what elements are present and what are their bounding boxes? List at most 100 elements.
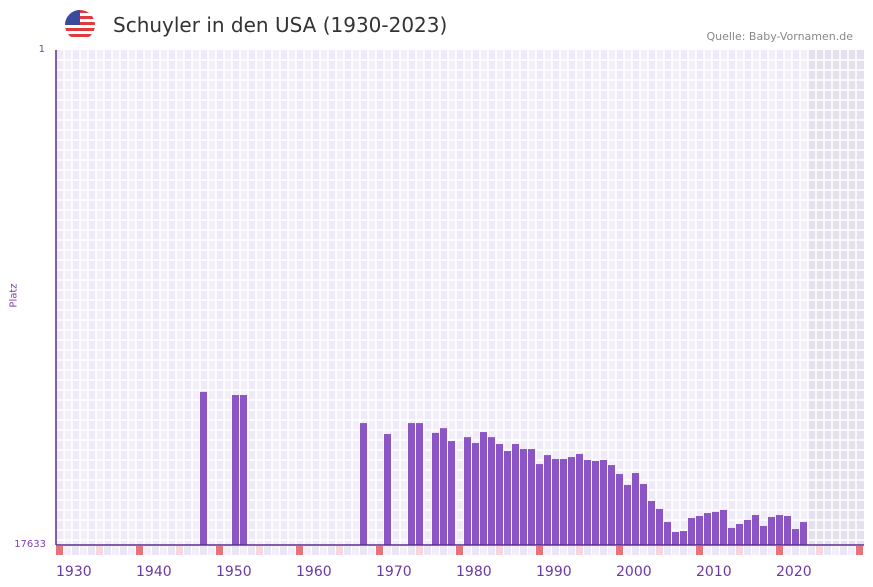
bar-1975 bbox=[416, 423, 423, 545]
year-marker-2017 bbox=[752, 546, 759, 555]
year-marker-1956 bbox=[264, 546, 271, 555]
bar-1952 bbox=[232, 395, 239, 545]
year-marker-2029 bbox=[848, 546, 855, 555]
grid-column bbox=[720, 50, 728, 545]
bar-1978 bbox=[440, 428, 447, 545]
year-marker-1962 bbox=[312, 546, 319, 555]
grid-column bbox=[736, 50, 744, 545]
grid-column bbox=[640, 50, 648, 545]
chart-title: Schuyler in den USA (1930-2023) bbox=[113, 13, 448, 37]
bar-2010 bbox=[696, 515, 703, 545]
grid-column bbox=[160, 50, 168, 545]
year-marker-1963 bbox=[320, 546, 327, 555]
year-marker-1939 bbox=[128, 546, 135, 555]
year-marker-2019 bbox=[768, 546, 775, 555]
year-marker-1993 bbox=[560, 546, 567, 555]
year-marker-1941 bbox=[144, 546, 151, 555]
year-marker-1975 bbox=[416, 546, 423, 555]
grid-column bbox=[528, 50, 536, 545]
grid-column bbox=[192, 50, 200, 545]
year-marker-1949 bbox=[208, 546, 215, 555]
grid-column bbox=[800, 50, 808, 545]
grid-column bbox=[64, 50, 72, 545]
bar-2005 bbox=[656, 508, 663, 545]
grid-column bbox=[752, 50, 760, 545]
grid-column bbox=[704, 50, 712, 545]
year-marker-1985 bbox=[496, 546, 503, 555]
year-marker-1931 bbox=[64, 546, 71, 555]
grid-column bbox=[512, 50, 520, 545]
bar-1994 bbox=[568, 457, 575, 545]
year-marker-2025 bbox=[816, 546, 823, 555]
bar-1982 bbox=[472, 443, 479, 545]
y-tick-top: 1 bbox=[38, 44, 45, 55]
year-marker-2007 bbox=[672, 546, 679, 555]
bar-1999 bbox=[608, 465, 615, 545]
bar-1991 bbox=[544, 455, 551, 545]
bar-1971 bbox=[384, 434, 391, 545]
year-marker-1966 bbox=[344, 546, 351, 555]
bar-2008 bbox=[680, 531, 687, 545]
grid-column bbox=[624, 50, 632, 545]
year-marker-1997 bbox=[592, 546, 599, 555]
bar-1997 bbox=[592, 460, 599, 545]
grid-column bbox=[480, 50, 488, 545]
bar-1988 bbox=[520, 449, 527, 545]
bar-1948 bbox=[200, 391, 207, 545]
bar-2011 bbox=[704, 513, 711, 545]
x-tick-label: 1940 bbox=[136, 564, 172, 580]
us-flag-icon bbox=[65, 10, 95, 40]
bar-2001 bbox=[624, 484, 631, 545]
year-marker-2012 bbox=[712, 546, 719, 555]
bar-2002 bbox=[632, 473, 639, 545]
year-marker-2009 bbox=[688, 546, 695, 555]
year-marker-1934 bbox=[88, 546, 95, 555]
grid-column bbox=[176, 50, 184, 545]
grid-column bbox=[96, 50, 104, 545]
bar-1981 bbox=[464, 437, 471, 545]
bar-1977 bbox=[432, 432, 439, 545]
year-marker-2018 bbox=[760, 546, 767, 555]
year-marker-1957 bbox=[272, 546, 279, 555]
bar-2018 bbox=[760, 525, 767, 545]
grid-column bbox=[352, 50, 360, 545]
year-marker-2010 bbox=[696, 546, 703, 555]
year-marker-2011 bbox=[704, 546, 711, 555]
grid-column bbox=[416, 50, 424, 545]
source-link[interactable]: Quelle: Baby-Vornamen.de bbox=[706, 30, 853, 43]
year-marker-1969 bbox=[368, 546, 375, 555]
year-marker-1955 bbox=[256, 546, 263, 555]
bar-1992 bbox=[552, 459, 559, 545]
year-marker-1990 bbox=[536, 546, 543, 555]
year-marker-1935 bbox=[96, 546, 103, 555]
year-marker-1950 bbox=[216, 546, 223, 555]
year-marker-2002 bbox=[632, 546, 639, 555]
year-marker-1952 bbox=[232, 546, 239, 555]
year-marker-1967 bbox=[352, 546, 359, 555]
grid-column bbox=[496, 50, 504, 545]
grid-column bbox=[336, 50, 344, 545]
bar-2015 bbox=[736, 524, 743, 545]
future-region bbox=[808, 50, 864, 545]
bar-2006 bbox=[664, 522, 671, 545]
x-tick-label: 1990 bbox=[536, 564, 572, 580]
year-marker-1989 bbox=[528, 546, 535, 555]
grid-column bbox=[224, 50, 232, 545]
year-marker-1979 bbox=[448, 546, 455, 555]
bar-2000 bbox=[616, 474, 623, 545]
bar-2017 bbox=[752, 515, 759, 545]
year-marker-2001 bbox=[624, 546, 631, 555]
year-marker-1961 bbox=[304, 546, 311, 555]
bar-2003 bbox=[640, 483, 647, 545]
year-marker-1940 bbox=[136, 546, 143, 555]
bar-1986 bbox=[504, 451, 511, 545]
bar-2021 bbox=[784, 515, 791, 545]
year-marker-2003 bbox=[640, 546, 647, 555]
bar-1974 bbox=[408, 423, 415, 545]
year-marker-2000 bbox=[616, 546, 623, 555]
year-marker-1947 bbox=[192, 546, 199, 555]
year-marker-1964 bbox=[328, 546, 335, 555]
year-marker-1984 bbox=[488, 546, 495, 555]
